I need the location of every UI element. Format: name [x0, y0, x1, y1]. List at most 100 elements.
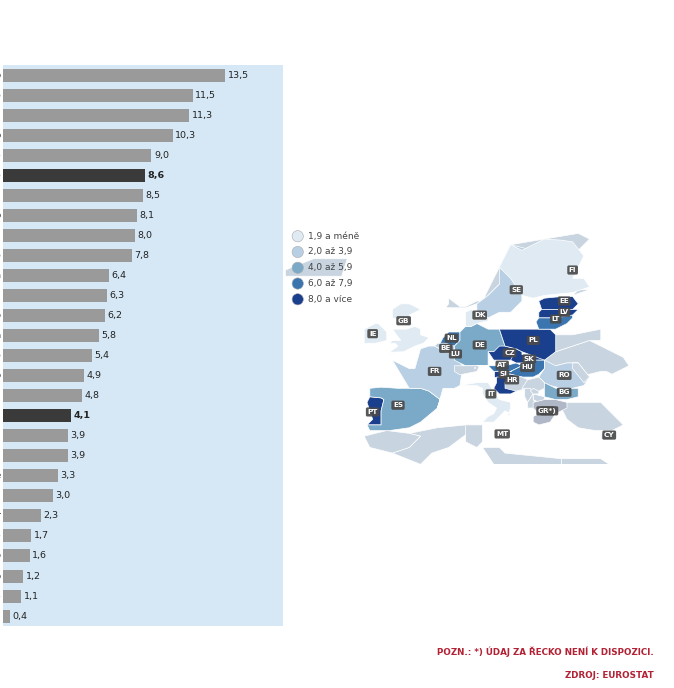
Text: 2,3: 2,3	[44, 511, 59, 520]
Bar	[3, 229, 135, 242]
Polygon shape	[522, 377, 545, 394]
Text: Španělsko: Španělsko	[0, 391, 1, 401]
Text: 8,1: 8,1	[139, 211, 154, 220]
Polygon shape	[477, 363, 522, 372]
Bar	[3, 489, 53, 502]
Text: FI: FI	[569, 267, 576, 273]
Polygon shape	[364, 323, 387, 343]
Text: Chorvatsko: Chorvatsko	[0, 231, 1, 240]
Polygon shape	[392, 346, 466, 408]
Polygon shape	[505, 377, 528, 391]
Polygon shape	[601, 433, 612, 439]
Text: POZN.: *) ÚDAJ ZA ŘECKO NENÍ K DISPOZICI.: POZN.: *) ÚDAJ ZA ŘECKO NENÍ K DISPOZICI…	[437, 646, 654, 656]
Text: NL: NL	[446, 335, 457, 341]
Polygon shape	[446, 323, 505, 366]
Bar	[3, 570, 23, 583]
Bar	[3, 409, 71, 422]
Text: ES: ES	[393, 402, 403, 408]
Bar	[3, 590, 22, 603]
Text: Maďarsko: Maďarsko	[0, 251, 1, 260]
Polygon shape	[539, 360, 590, 388]
Bar	[3, 189, 143, 202]
Text: DE: DE	[474, 342, 485, 348]
Text: 5,8: 5,8	[101, 331, 117, 340]
Bar	[3, 309, 105, 322]
Bar	[3, 449, 67, 462]
Bar	[3, 249, 131, 262]
Polygon shape	[367, 387, 440, 431]
Text: Portugalsko: Portugalsko	[0, 131, 1, 140]
Bar	[3, 509, 41, 522]
Polygon shape	[440, 332, 460, 346]
Text: 0,4: 0,4	[12, 612, 28, 621]
Text: GB: GB	[398, 318, 409, 324]
Text: Francie: Francie	[0, 471, 1, 480]
Bar	[3, 610, 10, 623]
Text: Kypr: Kypr	[0, 511, 1, 520]
Polygon shape	[501, 431, 503, 432]
Text: 8,6: 8,6	[148, 171, 164, 180]
Text: 8,5: 8,5	[146, 191, 160, 200]
Polygon shape	[367, 397, 384, 425]
Text: 1,9 a méně: 1,9 a méně	[308, 232, 359, 241]
Polygon shape	[390, 304, 429, 352]
Bar	[3, 169, 145, 182]
Text: Estonsko: Estonsko	[0, 211, 1, 220]
Text: Itálie: Itálie	[0, 612, 1, 621]
Text: Litva: Litva	[0, 271, 1, 280]
Polygon shape	[454, 366, 480, 375]
Text: 11,5: 11,5	[195, 91, 216, 100]
Text: IE: IE	[369, 331, 376, 336]
Text: 1,2: 1,2	[26, 572, 40, 581]
Polygon shape	[561, 459, 617, 493]
Text: 2,0 až 3,9: 2,0 až 3,9	[308, 248, 353, 257]
Text: MT: MT	[496, 431, 508, 437]
Text: PT: PT	[367, 409, 378, 415]
Text: Slovensko: Slovensko	[0, 91, 1, 100]
Text: SI: SI	[500, 372, 508, 377]
Text: HU: HU	[522, 365, 533, 370]
Polygon shape	[539, 297, 578, 310]
Text: 4,9: 4,9	[86, 372, 102, 380]
Bar	[3, 149, 152, 162]
Polygon shape	[494, 374, 533, 394]
Text: 6,2: 6,2	[108, 311, 123, 320]
Polygon shape	[466, 425, 483, 447]
Text: HR: HR	[506, 377, 518, 383]
Text: SK: SK	[524, 356, 534, 362]
Polygon shape	[471, 447, 561, 470]
Text: 3,3: 3,3	[60, 471, 75, 480]
Text: 1,1: 1,1	[24, 592, 39, 601]
Text: Lotyšsko: Lotyšsko	[0, 71, 1, 80]
Polygon shape	[545, 341, 629, 374]
Text: 13,5: 13,5	[228, 71, 249, 80]
Text: PL: PL	[528, 337, 538, 343]
Text: Irsko: Irsko	[0, 531, 1, 541]
Text: 7,8: 7,8	[134, 251, 149, 260]
Text: FR: FR	[429, 368, 440, 374]
Text: Finsko: Finsko	[0, 572, 1, 581]
Circle shape	[292, 230, 303, 242]
Text: IT: IT	[487, 391, 495, 397]
Text: 1,6: 1,6	[32, 552, 47, 561]
Bar	[3, 429, 67, 442]
Text: Polsko: Polsko	[0, 151, 1, 160]
Bar	[3, 109, 189, 122]
Polygon shape	[285, 259, 347, 276]
Bar	[3, 350, 92, 363]
Polygon shape	[435, 343, 454, 354]
Text: EE: EE	[559, 298, 569, 304]
Text: Malta: Malta	[0, 331, 1, 340]
Text: 11,3: 11,3	[192, 111, 213, 120]
Bar	[3, 550, 30, 563]
Text: BE: BE	[441, 345, 451, 352]
Text: CZ: CZ	[504, 350, 515, 356]
Text: Lucembursko: Lucembursko	[0, 111, 1, 120]
Polygon shape	[488, 346, 522, 360]
Bar	[3, 389, 82, 402]
Polygon shape	[530, 388, 539, 394]
Text: 1,7: 1,7	[34, 531, 49, 541]
Text: Rakousko: Rakousko	[0, 311, 1, 320]
Text: 4,8: 4,8	[85, 391, 100, 400]
Bar	[3, 369, 84, 383]
